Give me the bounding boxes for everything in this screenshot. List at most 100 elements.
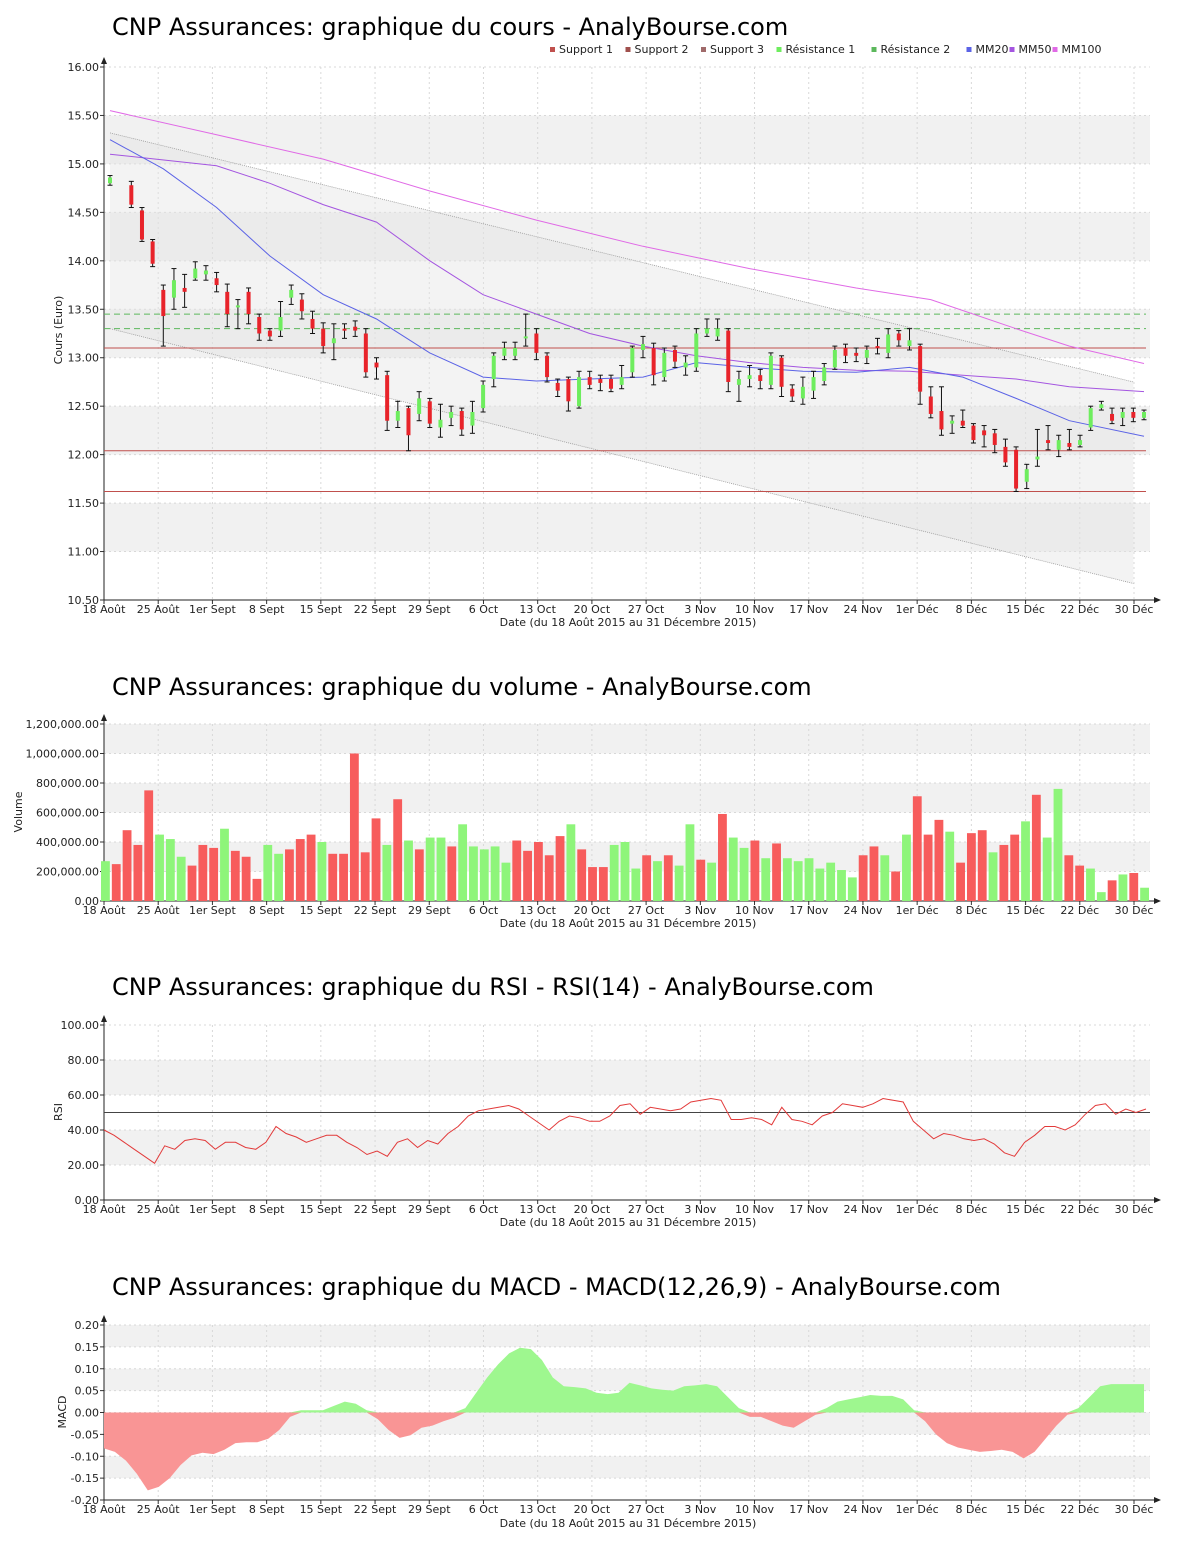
price-band [104, 115, 1150, 164]
volume-y-axis-label: Volume [12, 791, 25, 832]
volume-bar [653, 861, 662, 901]
volume-bar [1107, 880, 1117, 901]
volume-bar [977, 830, 987, 901]
macd-ytick-label: 0.10 [75, 1363, 100, 1376]
volume-bar [1053, 788, 1063, 901]
candle-body [139, 210, 144, 240]
volume-bar [1010, 834, 1020, 901]
volume-xtick-label: 30 Déc [1115, 904, 1154, 917]
volume-bar [122, 830, 132, 901]
candle-body [1067, 443, 1072, 447]
price-ytick-label: 10.50 [68, 594, 100, 607]
candle-body [1099, 404, 1104, 409]
candle-body [129, 185, 134, 205]
rsi-ytick-label: 80.00 [68, 1054, 100, 1067]
volume-ytick-label: 1,200,000.00 [26, 718, 99, 731]
macd-xtick-label: 13 Oct [519, 1503, 556, 1516]
volume-bar [891, 871, 901, 901]
volume-bar [566, 824, 576, 901]
volume-bar [577, 849, 587, 901]
volume-bar [1021, 821, 1030, 901]
rsi-xtick-label: 10 Nov [735, 1203, 774, 1216]
macd-band [104, 1456, 1150, 1479]
candle-body [939, 411, 944, 430]
macd-ytick-label: -0.15 [71, 1472, 99, 1485]
volume-bar [306, 834, 316, 901]
candle-body [1003, 446, 1008, 463]
rsi-xtick-label: 25 Août [137, 1203, 181, 1216]
rsi-xtick-label: 8 Sept [249, 1203, 285, 1216]
rsi-xtick-label: 24 Nov [843, 1203, 882, 1216]
macd-xtick-label: 3 Nov [684, 1503, 716, 1516]
candle-body [1056, 440, 1061, 450]
volume-bar [685, 824, 695, 901]
volume-bar [663, 855, 673, 901]
volume-chart-title: CNP Assurances: graphique du volume - An… [112, 673, 812, 701]
price-xtick-label: 1er Déc [896, 603, 939, 616]
macd-chart-title: CNP Assurances: graphique du MACD - MACD… [112, 1273, 1001, 1301]
macd-xtick-label: 8 Sept [249, 1503, 285, 1516]
volume-bar [533, 842, 543, 901]
macd-y-axis-label: MACD [56, 1396, 69, 1429]
volume-bar [512, 840, 522, 901]
macd-xtick-label: 22 Sept [354, 1503, 397, 1516]
price-xtick-label: 25 Août [137, 603, 181, 616]
trend-channel-lower [109, 328, 1134, 584]
rsi-chart: CNP Assurances: graphique du RSI - RSI(1… [52, 973, 1161, 1229]
volume-bar [295, 839, 305, 901]
rsi-xtick-label: 22 Sept [354, 1203, 397, 1216]
candle-body [790, 388, 795, 397]
candle-body [203, 270, 208, 275]
volume-bar [588, 867, 597, 901]
volume-bar [165, 839, 175, 901]
price-xtick-label: 27 Oct [628, 603, 665, 616]
volume-bar [902, 834, 911, 901]
price-band [104, 309, 1150, 358]
legend-swatch [625, 47, 631, 52]
macd-xtick-label: 27 Oct [628, 1503, 665, 1516]
price-chart-title: CNP Assurances: graphique du cours - Ana… [112, 13, 788, 41]
candle-body [150, 241, 155, 264]
rsi-xtick-label: 6 Oct [469, 1203, 499, 1216]
legend-swatch [1009, 47, 1015, 52]
price-ytick-label: 12.50 [68, 400, 100, 413]
volume-xtick-label: 29 Sept [408, 904, 451, 917]
rsi-x-axis-label: Date (du 18 Août 2015 au 31 Décembre 201… [500, 1216, 757, 1229]
volume-bar [371, 818, 381, 901]
volume-bar [728, 837, 738, 901]
macd-xtick-label: 15 Sept [300, 1503, 343, 1516]
volume-bar [285, 849, 294, 901]
legend-swatch [1052, 47, 1058, 52]
volume-bar [101, 861, 110, 901]
rsi-xtick-label: 17 Nov [789, 1203, 828, 1216]
volume-bar [404, 840, 413, 901]
volume-xtick-label: 18 Août [83, 904, 127, 917]
candle-body [502, 348, 507, 356]
volume-bar [393, 799, 403, 901]
candle-body [609, 379, 614, 389]
volume-bar [598, 867, 608, 901]
price-xtick-label: 8 Sept [249, 603, 285, 616]
macd-xtick-label: 30 Déc [1115, 1503, 1154, 1516]
candle-body [619, 377, 624, 385]
volume-bar [155, 834, 164, 901]
candle-body [545, 355, 550, 378]
rsi-xtick-label: 15 Sept [300, 1203, 343, 1216]
price-xtick-label: 13 Oct [519, 603, 556, 616]
candle-body [800, 386, 805, 399]
macd-ytick-label: 0.00 [75, 1407, 100, 1420]
volume-bar [447, 846, 457, 901]
price-xtick-label: 15 Sept [300, 603, 343, 616]
candle-body [1120, 411, 1125, 418]
price-ytick-label: 11.00 [68, 546, 100, 559]
candle-body [161, 289, 166, 317]
candle-body [736, 379, 741, 385]
legend-swatch [871, 47, 877, 52]
candle-body [108, 177, 112, 184]
volume-bar [966, 833, 976, 901]
volume-bar [349, 753, 359, 901]
legend-label: Support 3 [710, 43, 764, 56]
volume-xtick-label: 17 Nov [789, 904, 828, 917]
price-x-axis-arrow [1154, 597, 1161, 603]
macd-xtick-label: 29 Sept [408, 1503, 451, 1516]
